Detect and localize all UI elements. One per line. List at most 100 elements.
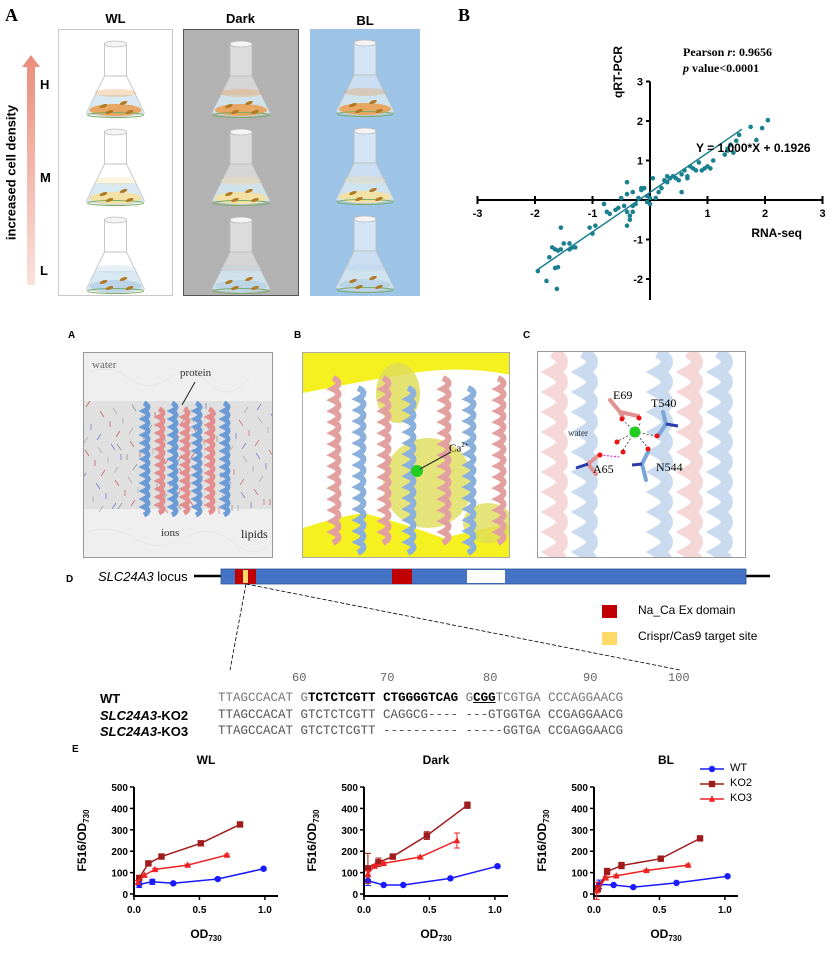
density-arrow (22, 55, 40, 285)
cell-icon (125, 197, 134, 203)
cell-icon (245, 276, 253, 282)
marker-circle (380, 881, 387, 889)
x-axis-label: OD730 (650, 927, 682, 943)
scatter-point (679, 172, 684, 177)
marker-square (158, 853, 165, 860)
cell-icon (99, 279, 108, 285)
scatter-y-tick-label: 3 (637, 77, 643, 89)
x-tick-label: 0.0 (127, 905, 141, 916)
crispr-target-site (243, 570, 248, 583)
scatter-point (641, 185, 647, 191)
position-60: 60 (292, 671, 307, 685)
y-tick-label: 300 (341, 826, 358, 837)
calcium-pore-image: Ca2+ (302, 352, 510, 558)
marker-triangle (141, 871, 148, 878)
flask-panel-wl (58, 29, 173, 296)
legend-e-ko2: KO2 (730, 777, 753, 789)
scatter-y-tick-label: 1 (637, 156, 643, 168)
membrane-simulation-image: water protein ions lipids (83, 352, 273, 558)
legend-e-ko3: KO3 (730, 792, 753, 804)
protein-helix (218, 400, 231, 518)
marker-square (603, 868, 611, 875)
scatter-point (624, 223, 630, 228)
cell-icon (225, 191, 233, 197)
scatter-point (725, 146, 730, 151)
background-helix (540, 352, 568, 557)
cell-icon (245, 100, 253, 106)
scatter-point (630, 189, 636, 195)
density-axis-label: increased cell density (3, 104, 19, 241)
locus-label: SLC24A3 locus (98, 569, 188, 584)
scatter-point (535, 268, 541, 274)
density-level-low: L (40, 263, 48, 278)
flask-m (335, 127, 395, 205)
y-tick-label: 0 (352, 890, 358, 901)
marker-circle (630, 883, 637, 891)
density-axis-label-wrap: increased cell density (3, 58, 19, 288)
regression-equation: Y = 1.000*X + 0.1926 (696, 141, 811, 155)
scatter-point (765, 117, 771, 123)
seq-name-ko2: SLC24A3-KO2 (100, 708, 189, 723)
scatter-point (590, 231, 595, 236)
y-tick-label: 300 (571, 826, 588, 837)
marker-square (389, 853, 396, 860)
cell-icon (349, 102, 357, 108)
protein-helix (138, 400, 151, 518)
marker-square (657, 855, 664, 862)
protein-helix (178, 406, 191, 516)
scatter-x-tick-label: -3 (473, 208, 483, 220)
marker-triangle (184, 861, 191, 868)
y-tick-label: 500 (571, 783, 588, 794)
scatter-point (601, 201, 607, 207)
scatter-point (607, 211, 613, 217)
residue-label-t540: T540 (651, 396, 677, 410)
scatter-ylabel: qRT-PCR (611, 46, 625, 98)
y-tick-label: 0 (122, 890, 128, 901)
cell-icon (105, 197, 114, 203)
na-ca-domain-2 (392, 569, 412, 584)
cell-icon (355, 284, 363, 290)
zoom-line-left (229, 583, 247, 671)
marker-circle (149, 878, 156, 886)
pore-helix (461, 385, 477, 556)
series-wt (364, 862, 501, 889)
pore-helix (351, 385, 367, 556)
scatter-point (552, 265, 558, 271)
marker-square (618, 862, 625, 869)
cell-icon (231, 197, 239, 203)
scatter-point (587, 225, 592, 230)
scatter-point (682, 168, 687, 173)
x-tick-label: 1.0 (488, 905, 502, 916)
scatter-point (544, 278, 549, 284)
scatter-point (630, 209, 636, 215)
panel-label-mol-c: C (523, 330, 531, 341)
scatter-point (733, 138, 739, 144)
y-tick-label: 200 (341, 847, 358, 858)
label-calcium-ion: Ca2+ (449, 441, 469, 455)
label-water: water (92, 359, 117, 371)
pore-helix (376, 375, 392, 546)
x-axis-label: OD730 (420, 927, 452, 943)
zoom-line-right (245, 583, 681, 671)
chart-bl: BL 0 100 200 300 400 500 0.0 0.5 1.0 OD730 F516/OD7… (535, 753, 738, 943)
protein-helix (166, 400, 179, 518)
scatter-point (593, 223, 598, 228)
pearson-annotation: Pearson r: 0.9656 (683, 45, 772, 59)
background-helix (645, 352, 673, 557)
y-tick-label: 100 (341, 869, 358, 880)
flask-panel-dark (183, 29, 299, 296)
legend-swatch-crispr (602, 632, 617, 645)
series-wt (596, 873, 731, 891)
residue-label-e69: E69 (613, 388, 633, 402)
y-tick-label: 400 (111, 804, 128, 815)
scatter-point (567, 241, 572, 246)
y-tick-label: 200 (571, 847, 588, 858)
marker-triangle (417, 853, 424, 860)
marker-circle (724, 873, 731, 880)
scatter-x-tick-label: -2 (530, 208, 540, 220)
cell-icon (375, 284, 383, 290)
p-value-annotation: p value<0.0001 (682, 61, 759, 75)
condition-title-dark: Dark (226, 11, 255, 26)
scatter-point (731, 150, 736, 155)
